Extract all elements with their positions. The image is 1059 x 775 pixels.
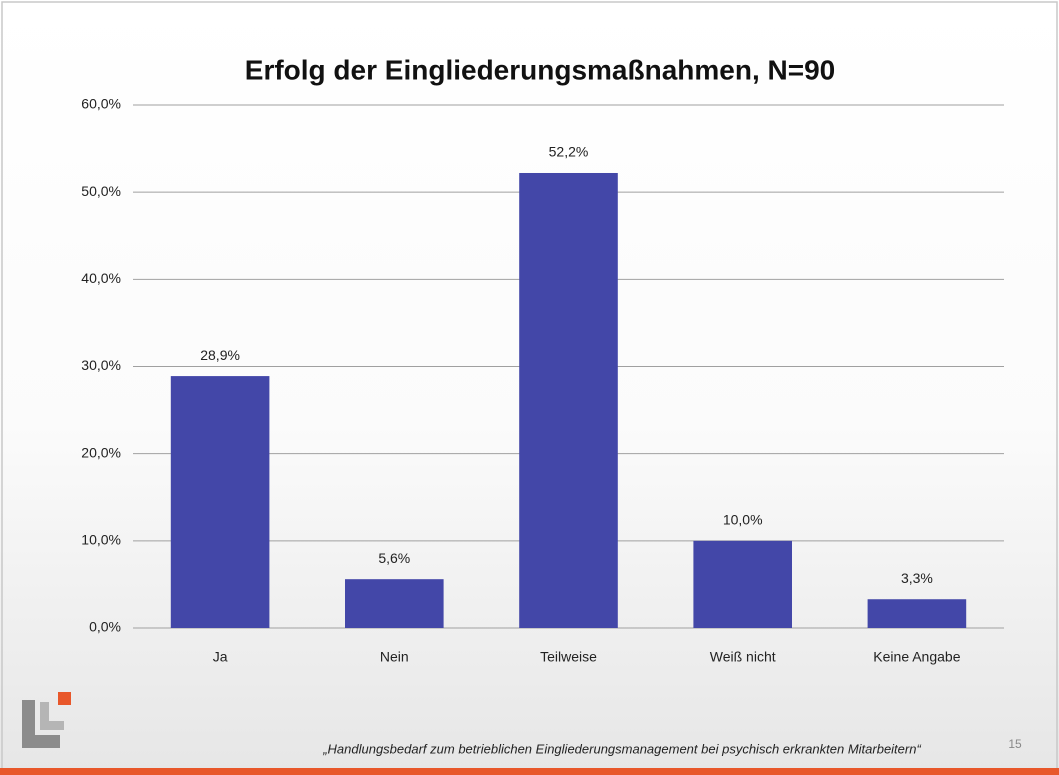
x-tick-label: Teilweise <box>540 649 597 665</box>
y-tick-label: 30,0% <box>81 357 121 373</box>
y-tick-label: 40,0% <box>81 270 121 286</box>
y-tick-label: 50,0% <box>81 183 121 199</box>
footer-text: „Handlungsbedarf zum betrieblichen Eingl… <box>322 741 921 756</box>
x-tick-label: Weiß nicht <box>710 649 776 665</box>
y-tick-label: 60,0% <box>81 96 121 112</box>
data-label: 28,9% <box>200 347 240 363</box>
bar <box>170 376 270 628</box>
data-label: 3,3% <box>901 570 933 586</box>
data-label: 5,6% <box>378 550 410 566</box>
x-tick-label: Ja <box>213 649 228 665</box>
bar <box>345 579 444 628</box>
bar <box>867 599 967 628</box>
chart-title: Erfolg der Eingliederungsmaßnahmen, N=90 <box>245 54 835 85</box>
x-tick-label: Nein <box>380 649 409 665</box>
y-tick-label: 10,0% <box>81 532 121 548</box>
logo <box>22 692 71 748</box>
y-tick-label: 20,0% <box>81 444 121 460</box>
data-label: 10,0% <box>723 512 763 528</box>
data-label: 52,2% <box>549 144 589 160</box>
y-tick-label: 0,0% <box>89 619 121 635</box>
page-number: 15 <box>1008 737 1022 751</box>
plot-area: 0,0% 10,0% 20,0% 30,0% 40,0% 50,0% 60,0% Ja 28,9… <box>81 96 1004 665</box>
bar <box>519 172 618 629</box>
x-tick-label: Keine Angabe <box>873 649 960 665</box>
bar <box>693 540 792 628</box>
bottom-bar <box>0 768 1059 775</box>
